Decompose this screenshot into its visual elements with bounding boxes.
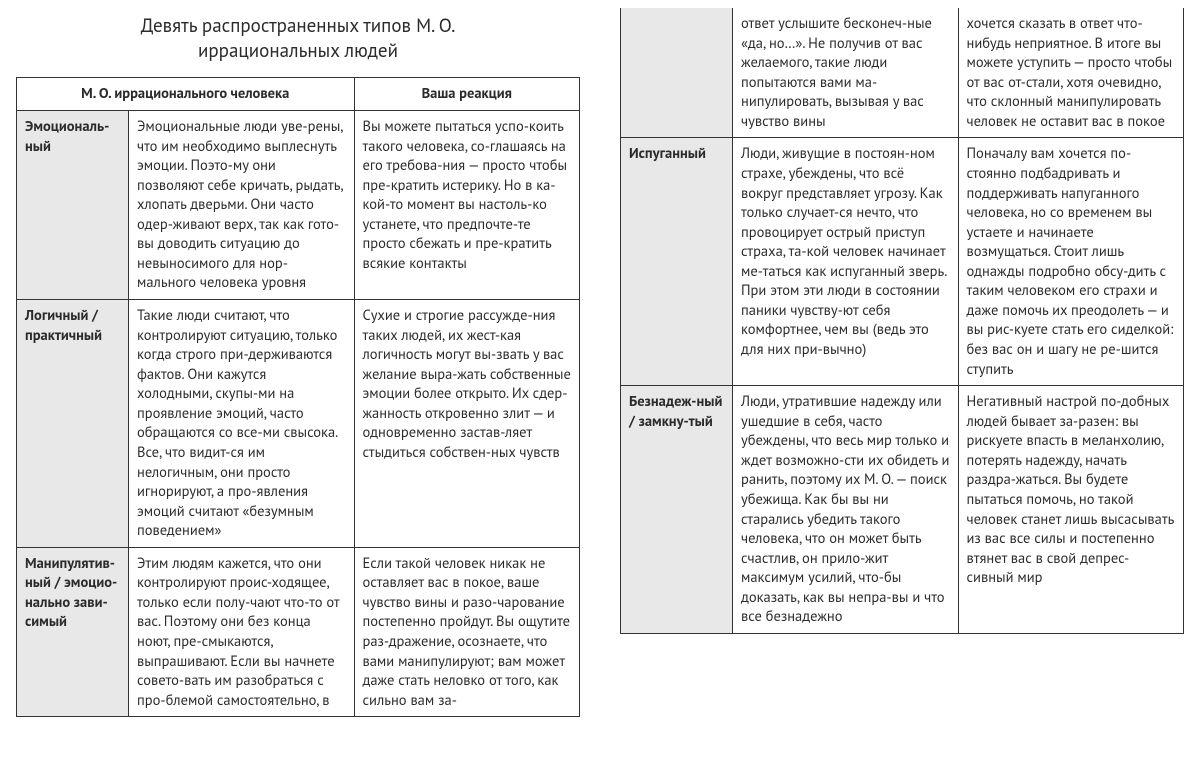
type-description: Этим людям кажется, что они контролируют… bbox=[129, 547, 355, 717]
type-label-continuation bbox=[621, 8, 733, 138]
type-description: Люди, утратившие надежду или ушедшие в с… bbox=[733, 386, 959, 634]
type-label: Безнадеж-ный / замкну-тый bbox=[621, 386, 733, 634]
type-reaction: Вы можете пытаться успо-коить такого чел… bbox=[354, 110, 580, 299]
type-reaction: Если такой человек никак не оставляет ва… bbox=[354, 547, 580, 717]
type-label: Эмоциональ-ный bbox=[17, 110, 129, 299]
type-label: Манипулятив-ный / эмоцио-нально зави-сим… bbox=[17, 547, 129, 717]
type-description: Люди, живущие в постоян-ном страхе, убеж… bbox=[733, 138, 959, 386]
type-description: Такие люди считают, что контролируют сит… bbox=[129, 300, 355, 548]
left-column: Девять распространенных типов М. О. ирра… bbox=[16, 8, 580, 717]
right-column: ответ услышите бесконеч-ные «да, но…». Н… bbox=[620, 8, 1184, 717]
type-reaction: Сухие и строгие рассужде-ния таких людей… bbox=[354, 300, 580, 548]
type-description-continuation: ответ услышите бесконеч-ные «да, но…». Н… bbox=[733, 8, 959, 138]
types-table-right: ответ услышите бесконеч-ные «да, но…». Н… bbox=[620, 8, 1184, 634]
title-line-1: Девять распространенных типов М. О. bbox=[141, 14, 456, 38]
header-mo: М. О. иррационального человека bbox=[17, 78, 355, 111]
table-row: Эмоциональ-ный Эмоциональные люди уве-ре… bbox=[17, 110, 580, 299]
type-reaction-continuation: хочется сказать в ответ что-нибудь непри… bbox=[958, 8, 1184, 138]
table-title: Девять распространенных типов М. О. ирра… bbox=[16, 14, 580, 63]
type-description: Эмоциональные люди уве-рены, что им необ… bbox=[129, 110, 355, 299]
table-row: Безнадеж-ный / замкну-тый Люди, утративш… bbox=[621, 386, 1184, 634]
table-row-continuation: ответ услышите бесконеч-ные «да, но…». Н… bbox=[621, 8, 1184, 138]
table-header-row: М. О. иррационального человека Ваша реак… bbox=[17, 78, 580, 111]
type-label: Логичный / практичный bbox=[17, 300, 129, 548]
table-row: Логичный / практичный Такие люди считают… bbox=[17, 300, 580, 548]
types-table-left: М. О. иррационального человека Ваша реак… bbox=[16, 77, 580, 717]
type-reaction: Негативный настрой по-добных людей бывае… bbox=[958, 386, 1184, 634]
type-label: Испуганный bbox=[621, 138, 733, 386]
table-row: Манипулятив-ный / эмоцио-нально зави-сим… bbox=[17, 547, 580, 717]
type-reaction: Поначалу вам хочется по-стоянно подбадри… bbox=[958, 138, 1184, 386]
page: Девять распространенных типов М. О. ирра… bbox=[0, 0, 1200, 717]
header-reaction: Ваша реакция bbox=[354, 78, 580, 111]
table-row: Испуганный Люди, живущие в постоян-ном с… bbox=[621, 138, 1184, 386]
title-line-2: иррациональных людей bbox=[198, 39, 398, 63]
